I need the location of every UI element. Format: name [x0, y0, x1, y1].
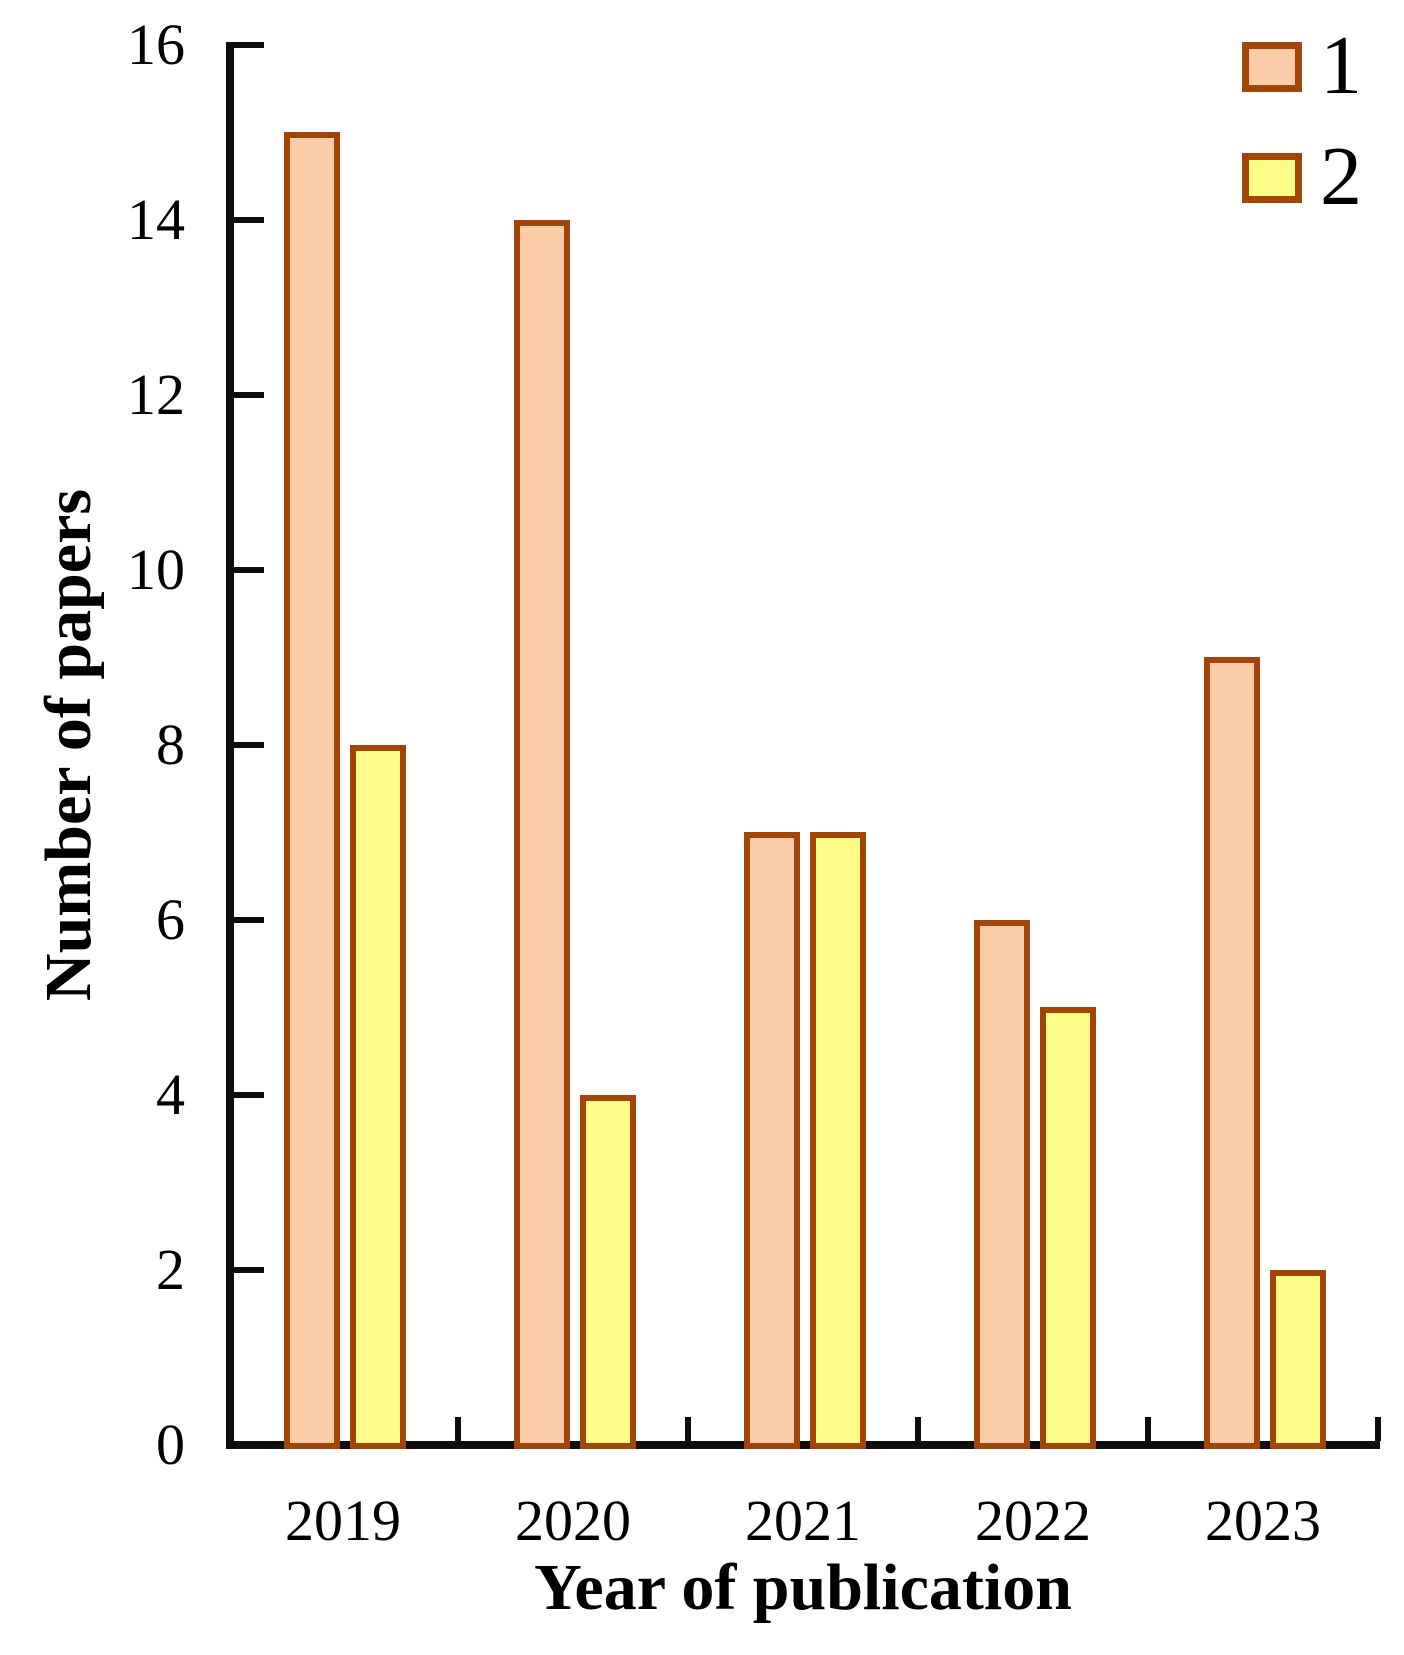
- y-tick: [234, 742, 264, 748]
- x-tick: [1145, 1417, 1151, 1441]
- x-tick-label: 2021: [745, 1488, 861, 1553]
- y-tick-label: 14: [127, 187, 185, 252]
- y-tick: [234, 392, 264, 398]
- y-tick-label: 12: [127, 362, 185, 427]
- y-tick: [234, 42, 264, 48]
- y-tick: [234, 1092, 264, 1098]
- y-tick: [234, 217, 264, 223]
- bar-series-1-2023: [1204, 657, 1260, 1449]
- x-tick-label: 2023: [1205, 1488, 1321, 1553]
- x-tick-label: 2019: [285, 1488, 401, 1553]
- y-tick: [234, 567, 264, 573]
- bar-series-2-2019: [350, 745, 406, 1449]
- bar-series-1-2022: [974, 920, 1030, 1449]
- y-tick-label: 8: [156, 712, 185, 777]
- bar-series-1-2021: [744, 832, 800, 1449]
- y-tick-label: 4: [156, 1062, 185, 1127]
- y-tick-label: 10: [127, 537, 185, 602]
- x-axis-title: Year of publication: [534, 1551, 1072, 1624]
- x-tick-label: 2022: [975, 1488, 1091, 1553]
- legend-label-series-1: 1: [1320, 19, 1362, 112]
- bar-series-1-2020: [514, 220, 570, 1449]
- x-axis-line: [226, 1441, 1380, 1449]
- bar-series-2-2022: [1040, 1007, 1096, 1449]
- bar-series-1-2019: [284, 132, 340, 1449]
- x-tick-label: 2020: [515, 1488, 631, 1553]
- y-tick-label: 16: [127, 12, 185, 77]
- y-tick-label: 6: [156, 887, 185, 952]
- y-tick: [234, 917, 264, 923]
- x-tick: [915, 1417, 921, 1441]
- legend-swatch-series-1: [1242, 42, 1302, 92]
- bar-series-2-2021: [810, 832, 866, 1449]
- legend-swatch-series-2: [1242, 153, 1302, 203]
- x-tick: [1375, 1417, 1381, 1441]
- x-tick: [685, 1417, 691, 1441]
- legend-label-series-2: 2: [1320, 130, 1362, 223]
- x-tick: [455, 1417, 461, 1441]
- y-tick-label: 0: [156, 1412, 185, 1477]
- bar-series-2-2023: [1270, 1270, 1326, 1449]
- y-tick: [234, 1442, 264, 1448]
- bar-series-2-2020: [580, 1095, 636, 1449]
- y-tick: [234, 1267, 264, 1273]
- y-tick-label: 2: [156, 1237, 185, 1302]
- y-axis-line: [226, 42, 234, 1449]
